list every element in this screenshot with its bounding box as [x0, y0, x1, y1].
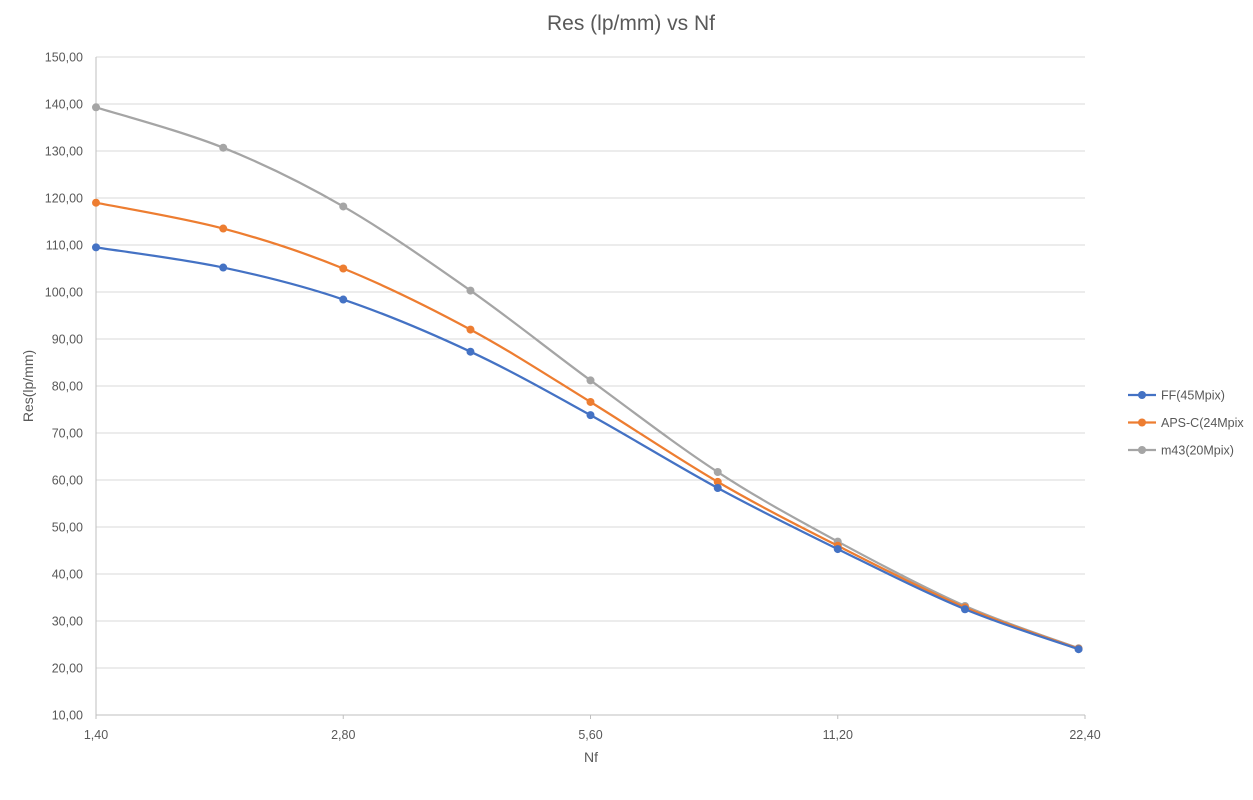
data-point: [713, 468, 722, 477]
data-point: [219, 143, 228, 152]
x-tick-label: 22,40: [1069, 728, 1100, 742]
legend-item: m43(20Mpix): [1128, 444, 1234, 458]
data-point: [92, 243, 100, 252]
data-point: [466, 347, 475, 356]
y-tick-label: 80,00: [52, 380, 83, 394]
legend-swatch-marker: [1138, 418, 1146, 427]
y-tick-label: 50,00: [52, 521, 83, 535]
series-FF(45Mpix): [92, 243, 1083, 654]
legend-swatch-marker: [1138, 391, 1146, 399]
y-tick-label: 100,00: [45, 286, 83, 300]
y-tick-label: 130,00: [45, 145, 83, 159]
y-tick-label: 10,00: [52, 709, 83, 723]
gridlines: [96, 56, 1085, 669]
series-APS-C(24Mpix: [92, 198, 1083, 653]
legend-label: FF(45Mpix): [1161, 389, 1225, 403]
x-tick-label: 5,60: [578, 728, 602, 742]
axes: 10,00 20,00 30,00 40,00 50,00 60,00 70,00 80,00…: [45, 51, 1101, 743]
data-point: [339, 295, 348, 304]
y-tick-label: 150,00: [45, 51, 83, 65]
x-tick-label: 1,40: [84, 728, 108, 742]
x-tick-label: 11,20: [823, 728, 853, 742]
legend: FF(45Mpix) APS-C(24Mpix m43(20Mpix): [1128, 389, 1244, 458]
data-point: [586, 376, 595, 385]
y-axis-title: Res(lp/mm): [20, 350, 36, 422]
data-point: [833, 545, 842, 554]
y-tick-label: 140,00: [45, 98, 83, 112]
data-point: [466, 286, 475, 295]
data-point: [219, 263, 228, 272]
data-point: [1074, 645, 1083, 654]
chart-title: Res (lp/mm) vs Nf: [547, 12, 715, 35]
y-tick-label: 40,00: [52, 568, 83, 582]
data-point: [586, 411, 595, 420]
legend-swatch-marker: [1138, 446, 1146, 454]
y-tick-label: 110,00: [46, 239, 83, 253]
data-point: [92, 103, 100, 112]
data-point: [713, 483, 722, 492]
data-point: [586, 397, 595, 406]
y-tick-label: 120,00: [45, 192, 83, 206]
series-line: [95, 201, 1079, 650]
y-tick-label: 30,00: [52, 615, 83, 629]
legend-label: APS-C(24Mpix: [1161, 416, 1244, 430]
data-point: [713, 477, 722, 486]
series-m43(20Mpix): [92, 103, 1083, 653]
x-tick-label: 2,80: [331, 728, 355, 742]
y-tick-label: 70,00: [52, 427, 83, 441]
data-point: [339, 202, 348, 211]
x-axis-title: Nf: [584, 749, 598, 765]
data-point: [92, 198, 100, 207]
data-point: [960, 605, 969, 614]
y-tick-label: 20,00: [52, 662, 83, 676]
series-line: [95, 106, 1079, 650]
series-lines: [92, 103, 1083, 654]
y-tick-label: 60,00: [52, 474, 83, 488]
data-point: [219, 224, 228, 233]
legend-label: m43(20Mpix): [1161, 444, 1234, 458]
data-point: [466, 325, 475, 334]
legend-item: APS-C(24Mpix: [1128, 416, 1244, 430]
data-point: [339, 264, 348, 273]
y-tick-label: 90,00: [52, 333, 83, 347]
legend-item: FF(45Mpix): [1128, 389, 1225, 403]
